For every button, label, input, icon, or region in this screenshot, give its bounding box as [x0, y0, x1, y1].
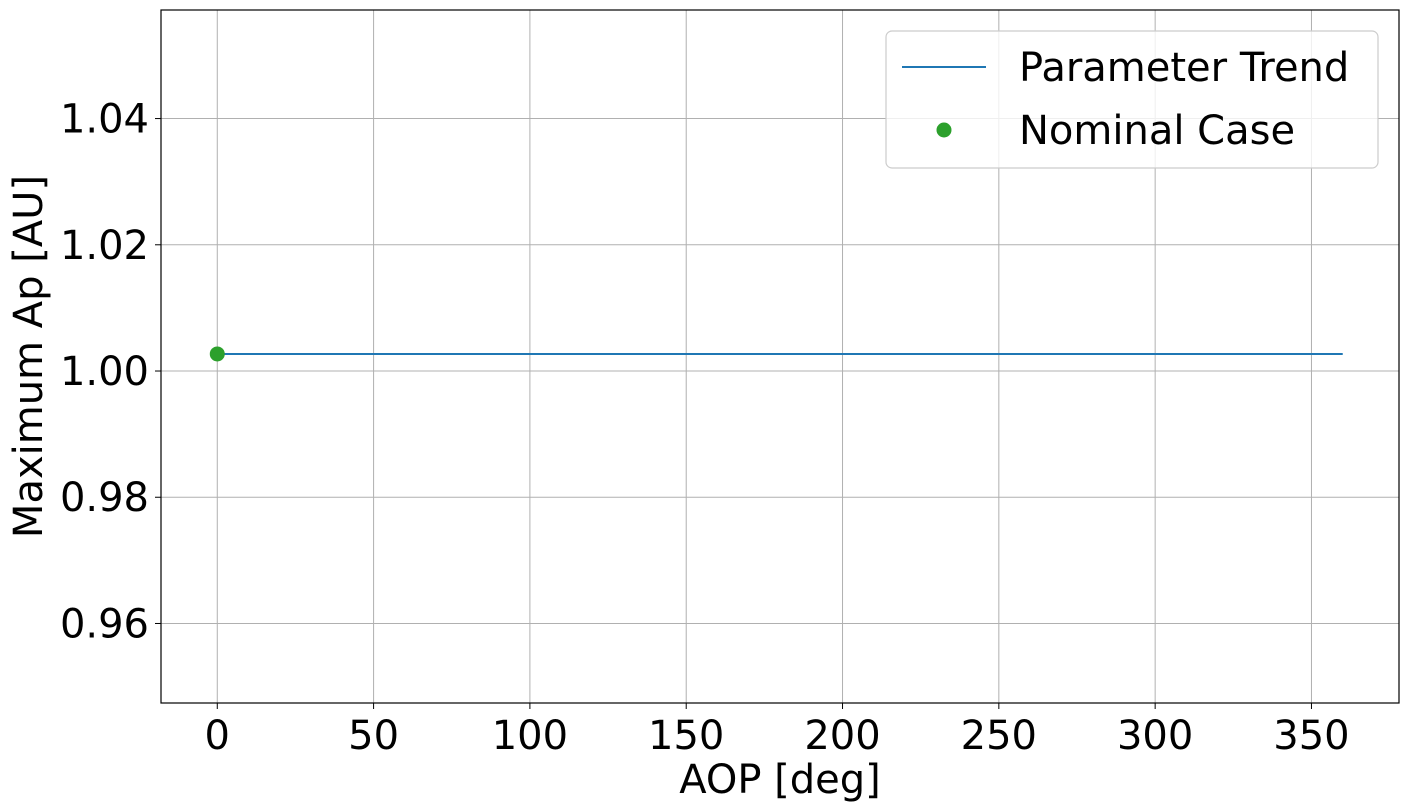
- legend-box: [885, 30, 1379, 169]
- legend-label: Parameter Trend: [1019, 45, 1349, 91]
- legend-label: Nominal Case: [1019, 108, 1295, 154]
- x-tick-label: 150: [648, 713, 724, 759]
- x-tick-label: 350: [1273, 713, 1349, 759]
- y-tick-label: 0.96: [60, 601, 149, 647]
- y-tick-label: 1.02: [60, 223, 149, 269]
- ticks: 0 50 100 150 200 250 300 350 0.96 0.98 1.00 1.02 1.0…: [60, 97, 1350, 759]
- x-axis-label: AOP [deg]: [679, 757, 881, 803]
- x-tick-label: 50: [348, 713, 399, 759]
- x-tick-label: 0: [205, 713, 230, 759]
- series-layer: [209, 346, 1343, 362]
- y-tick-label: 1.00: [60, 349, 149, 395]
- legend: Parameter Trend Nominal Case: [885, 30, 1379, 169]
- nominal-case-point: [209, 346, 225, 362]
- y-axis-label: Maximum Ap [AU]: [6, 175, 52, 538]
- x-tick-label: 300: [1117, 713, 1193, 759]
- x-tick-label: 100: [492, 713, 568, 759]
- plot-frame: [160, 9, 1400, 704]
- legend-marker-swatch: [936, 122, 952, 138]
- y-tick-label: 0.98: [60, 475, 149, 521]
- x-tick-label: 250: [961, 713, 1037, 759]
- y-tick-label: 1.04: [60, 97, 149, 143]
- x-tick-label: 200: [804, 713, 880, 759]
